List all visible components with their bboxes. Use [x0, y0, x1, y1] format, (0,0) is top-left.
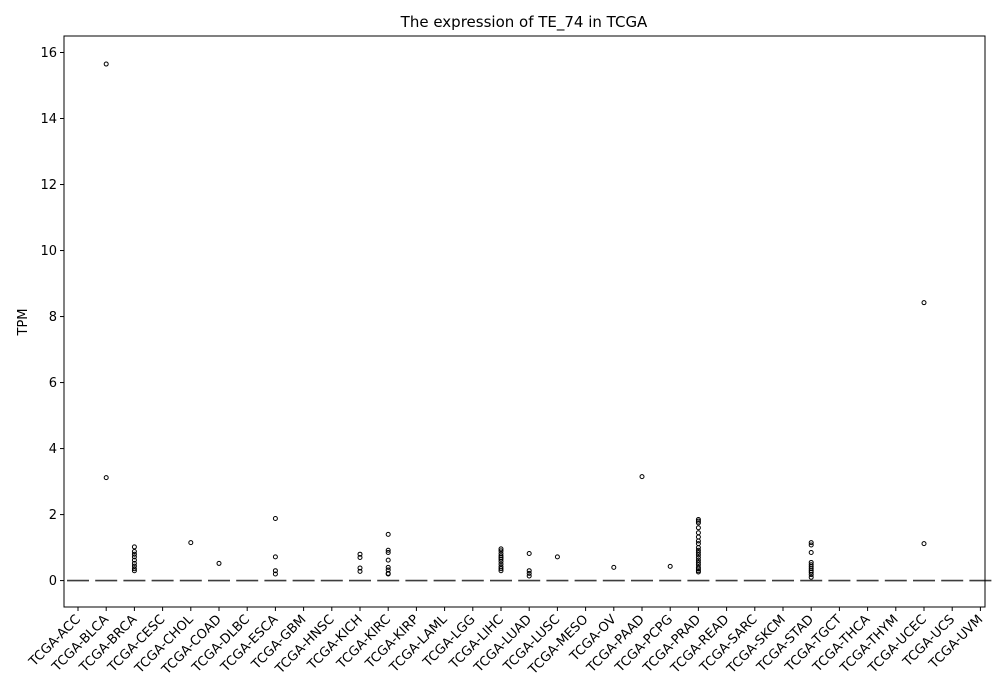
y-tick-label: 14 [40, 112, 57, 127]
outlier-point [695, 550, 701, 556]
plot-area-frame [63, 35, 986, 608]
outlier-point [611, 564, 617, 570]
outlier-point [272, 571, 278, 577]
chart-title: The expression of TE_74 in TCGA [400, 13, 648, 32]
outlier-point [695, 564, 701, 570]
outlier-point [498, 558, 504, 564]
outlier-point [808, 542, 814, 548]
outlier-point [357, 551, 363, 557]
outlier-point [498, 566, 504, 572]
outlier-point [357, 565, 363, 571]
outlier-point [103, 61, 109, 67]
outlier-point [385, 557, 391, 563]
y-tick-label: 16 [40, 46, 57, 61]
outlier-point [272, 516, 278, 522]
outlier-point [498, 556, 504, 562]
y-tick-label: 6 [49, 376, 57, 391]
outliers-layer [103, 61, 927, 580]
outlier-point [103, 475, 109, 481]
outlier-point [385, 571, 391, 577]
outlier-point [921, 300, 927, 306]
y-tick-label: 2 [49, 508, 57, 523]
outlier-point [921, 541, 927, 547]
outlier-point [695, 525, 701, 531]
outlier-point [131, 560, 137, 566]
outlier-point [131, 554, 137, 560]
y-tick-label: 12 [40, 178, 57, 193]
outlier-point [695, 557, 701, 563]
outlier-point [272, 554, 278, 560]
outlier-point [639, 474, 645, 480]
y-axis-label: TPM [16, 309, 31, 337]
outlier-point [385, 547, 391, 553]
y-axis: 0 2 4 6 8 10 12 14 16 [40, 46, 64, 589]
outlier-point [385, 550, 391, 556]
y-tick-label: 10 [40, 244, 57, 259]
outlier-point [131, 568, 137, 574]
outlier-point [695, 547, 701, 553]
outlier-point [695, 518, 701, 524]
outlier-point [188, 540, 194, 546]
outlier-point [808, 572, 814, 578]
outlier-point [131, 557, 137, 563]
y-tick-label: 8 [49, 310, 57, 325]
outlier-point [498, 548, 504, 554]
outlier-point [808, 540, 814, 546]
outlier-point [357, 554, 363, 560]
outlier-point [131, 544, 137, 550]
outlier-point [131, 549, 137, 555]
outlier-point [526, 570, 532, 576]
outlier-point [385, 531, 391, 537]
outlier-point [526, 568, 532, 574]
outlier-point [272, 568, 278, 574]
outlier-point [695, 517, 701, 523]
outlier-point [695, 552, 701, 558]
outlier-point [695, 538, 701, 544]
outlier-point [695, 545, 701, 551]
outlier-point [808, 574, 814, 580]
outlier-point [695, 566, 701, 572]
outlier-point [695, 559, 701, 565]
outlier-point [695, 554, 701, 560]
outlier-point [216, 560, 222, 566]
outlier-point [385, 564, 391, 570]
y-tick-label: 4 [49, 442, 57, 457]
outlier-point [357, 568, 363, 574]
outlier-point [695, 569, 701, 575]
outlier-point [695, 520, 701, 526]
outlier-point [526, 551, 532, 557]
outlier-point [131, 563, 137, 569]
outlier-point [526, 573, 532, 579]
x-axis: TCGA-ACCTCGA-BLCATCGA-BRCATCGA-CESCTCGA-… [26, 607, 986, 678]
outlier-point [498, 561, 504, 567]
outlier-point [808, 569, 814, 575]
outlier-point [498, 568, 504, 574]
outlier-point [131, 566, 137, 572]
outlier-point [498, 546, 504, 552]
outlier-point [131, 551, 137, 557]
outlier-point [808, 550, 814, 556]
outlier-point [667, 563, 673, 569]
y-tick-label: 0 [49, 574, 57, 589]
outlier-point [498, 553, 504, 559]
outlier-point [554, 554, 560, 560]
